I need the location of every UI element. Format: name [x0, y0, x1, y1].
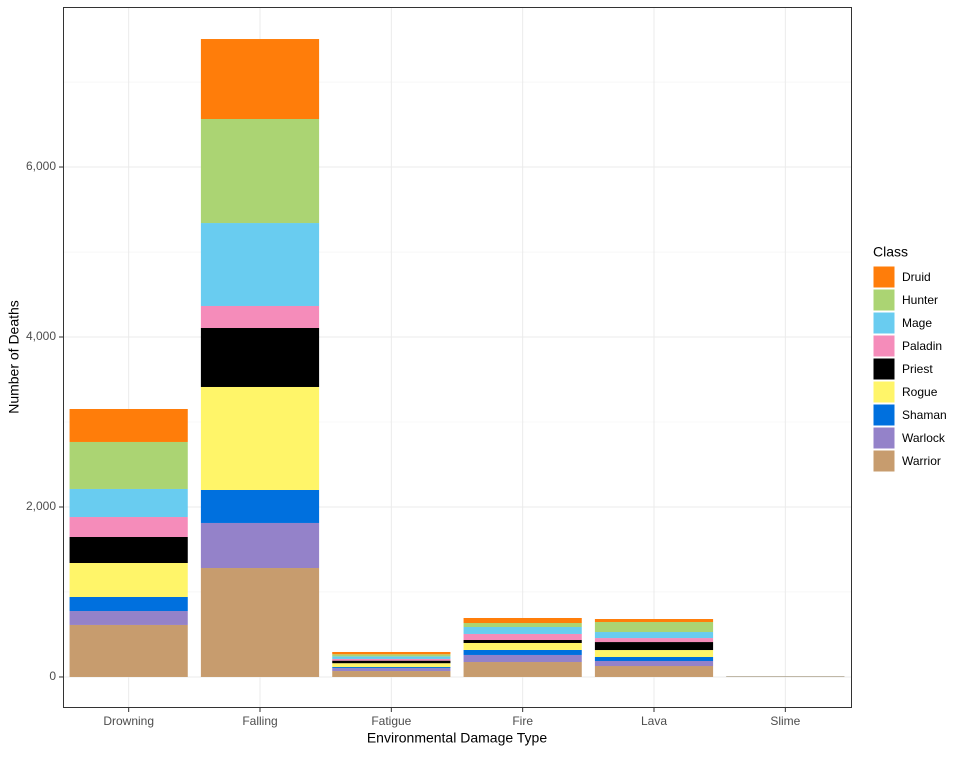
bar-segment	[70, 537, 188, 563]
y-tick-label: 4,000	[26, 329, 56, 343]
bar-segment	[70, 563, 188, 597]
bar-segment	[70, 409, 188, 442]
legend-label: Priest	[902, 362, 933, 376]
bar-segment	[201, 523, 319, 568]
bar-segment	[464, 643, 582, 650]
bar-segment	[70, 489, 188, 517]
legend-key	[873, 427, 895, 449]
bar-segment	[595, 650, 713, 657]
bar-segment	[332, 652, 450, 654]
legend-label: Shaman	[902, 408, 947, 422]
bar-segment	[332, 654, 450, 656]
bar-segment	[595, 619, 713, 622]
legend-label: Druid	[902, 270, 931, 284]
y-tick-label: 2,000	[26, 499, 56, 513]
bar-segment	[332, 668, 450, 671]
legend-key	[873, 266, 895, 288]
legend-key	[873, 289, 895, 311]
bar-segment	[595, 642, 713, 650]
bar-segment	[595, 657, 713, 661]
bar-segment	[464, 627, 582, 634]
legend-key	[873, 404, 895, 426]
bar-segment	[595, 622, 713, 632]
legend-key	[873, 312, 895, 334]
bar-segment	[464, 634, 582, 640]
legend-label: Warrior	[902, 454, 941, 468]
legend-label: Paladin	[902, 339, 942, 353]
bar-segment	[201, 490, 319, 523]
bar-segment	[595, 638, 713, 642]
x-tick-label: Slime	[770, 714, 800, 728]
x-axis-title: Environmental Damage Type	[367, 730, 547, 746]
bar-segment	[332, 656, 450, 659]
bar-segment	[201, 568, 319, 677]
bar-segment	[464, 650, 582, 655]
legend-key	[873, 450, 895, 472]
bar-segment	[464, 655, 582, 662]
y-tick-label: 0	[49, 669, 56, 683]
legend-key	[873, 381, 895, 403]
bar-segment	[70, 517, 188, 537]
bar-segment	[332, 667, 450, 668]
bar-segment	[201, 306, 319, 328]
legend-key	[873, 358, 895, 380]
x-tick-label: Falling	[242, 714, 277, 728]
legend-label: Mage	[902, 316, 932, 330]
legend-title: Class	[873, 244, 908, 260]
x-tick-label: Drowning	[103, 714, 154, 728]
bar-segment	[332, 661, 450, 664]
legend-key	[873, 335, 895, 357]
x-tick-label: Fatigue	[371, 714, 411, 728]
legend-label: Warlock	[902, 431, 946, 445]
bar-segment	[201, 223, 319, 306]
bar-segment	[201, 387, 319, 490]
bar-segment	[332, 671, 450, 677]
bar-segment	[464, 623, 582, 627]
bar-segment	[201, 328, 319, 387]
x-tick-label: Lava	[641, 714, 667, 728]
bar-segment	[464, 640, 582, 643]
legend-label: Rogue	[902, 385, 938, 399]
bar-segment	[70, 442, 188, 489]
bar-segment	[201, 39, 319, 119]
legend-label: Hunter	[902, 293, 938, 307]
bar-segment	[332, 663, 450, 667]
bar-segment	[201, 119, 319, 223]
y-tick-label: 6,000	[26, 159, 56, 173]
bar-segment	[70, 597, 188, 611]
bar-segment	[595, 632, 713, 638]
bar-segment	[464, 618, 582, 623]
bar-segment	[70, 611, 188, 625]
bar-segment	[595, 666, 713, 677]
bar-segment	[332, 659, 450, 661]
x-tick-label: Fire	[512, 714, 533, 728]
bar-segment	[595, 661, 713, 666]
bar-segment	[464, 662, 582, 677]
bar-segment	[70, 625, 188, 677]
y-axis-title: Number of Deaths	[6, 300, 22, 414]
